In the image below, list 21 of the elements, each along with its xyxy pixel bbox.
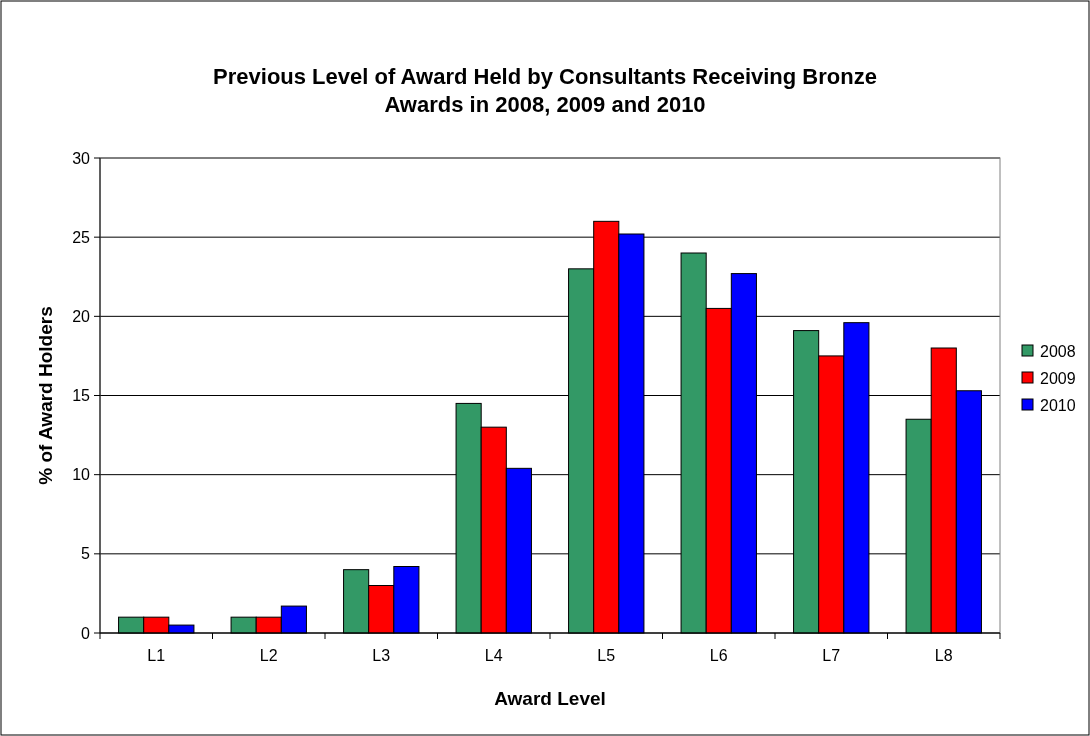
legend-label: 2008	[1040, 342, 1076, 360]
legend-label: 2009	[1040, 369, 1076, 387]
y-tick-label: 0	[81, 624, 91, 642]
y-tick-label: 10	[72, 466, 91, 484]
y-tick-label: 20	[72, 307, 91, 325]
y-tick-label: 5	[81, 545, 91, 563]
x-tick-label: L4	[484, 647, 503, 664]
x-axis-title: Award Level	[494, 688, 606, 709]
y-tick-label: 15	[72, 387, 91, 405]
chart-title: Previous Level of Award Held by Consultants Receiving Bronze Awards in 2008, 2009 and 2010	[213, 64, 877, 117]
x-tick-label: L7	[822, 647, 841, 664]
y-axis-title: % of Award Holders	[35, 306, 56, 485]
x-tick-label: L6	[709, 647, 728, 664]
x-tick-label: L2	[259, 647, 278, 664]
x-tick-label: L8	[934, 647, 953, 664]
x-tick-label: L3	[372, 647, 391, 664]
legend-label: 2010	[1040, 396, 1076, 414]
y-tick-label: 30	[72, 149, 91, 167]
x-tick-label: L1	[147, 647, 166, 664]
x-tick-label: L5	[597, 647, 616, 664]
y-tick-label: 25	[72, 228, 91, 246]
